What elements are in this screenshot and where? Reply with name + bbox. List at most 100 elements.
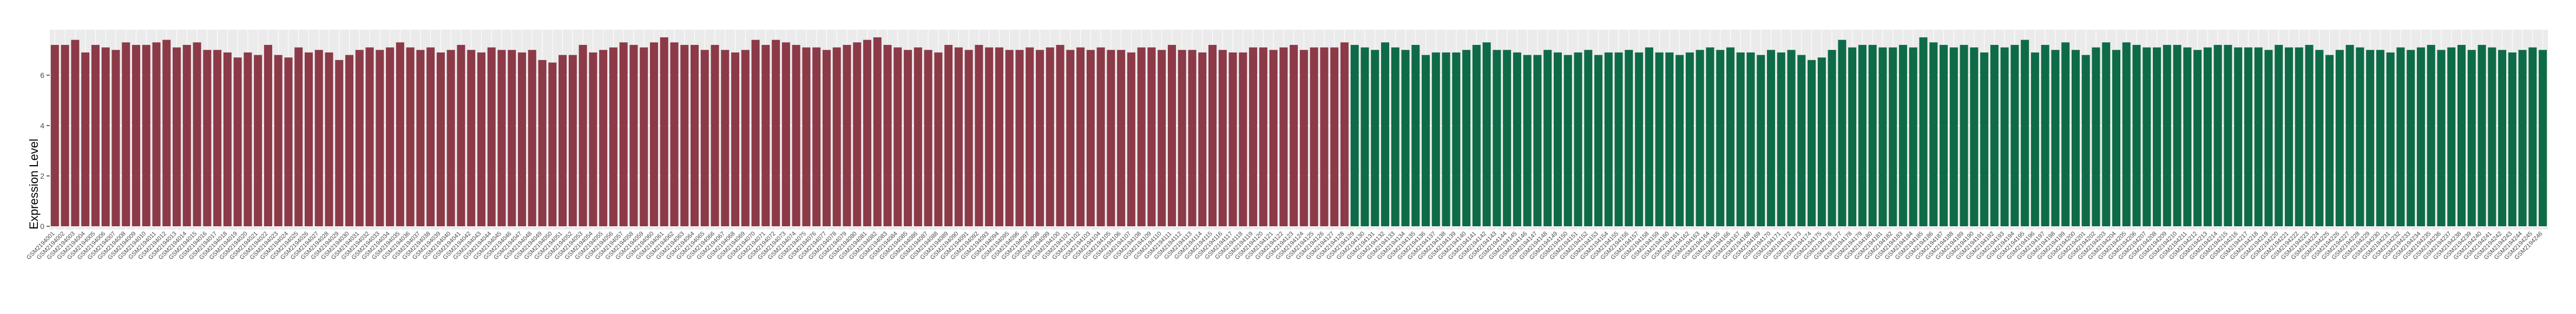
bar xyxy=(2173,44,2181,226)
bar xyxy=(761,44,770,226)
bar xyxy=(2061,42,2070,227)
bar xyxy=(721,50,730,226)
bar xyxy=(1493,50,1501,226)
bar xyxy=(477,52,485,226)
bar xyxy=(579,44,587,226)
y-axis-label: Expression Level xyxy=(27,139,41,230)
bar xyxy=(1269,50,1278,226)
bar xyxy=(2518,50,2527,226)
bar xyxy=(1523,55,1532,227)
bar xyxy=(1553,52,1562,226)
bar xyxy=(1391,47,1399,227)
bar xyxy=(203,50,212,226)
bar xyxy=(914,47,922,227)
bar xyxy=(1655,52,1664,226)
bar xyxy=(1808,60,1816,226)
bar xyxy=(1970,47,1979,227)
bar xyxy=(1096,47,1105,227)
bar xyxy=(1574,52,1582,226)
bar xyxy=(508,50,516,226)
bar xyxy=(1960,44,1968,226)
bar xyxy=(2254,47,2263,227)
bar xyxy=(1685,52,1694,226)
bar xyxy=(1949,47,1958,227)
y-tick-label: 2 xyxy=(40,172,44,180)
bar xyxy=(1604,52,1613,226)
bar xyxy=(2335,50,2344,226)
bar xyxy=(294,47,303,227)
bar xyxy=(2345,44,2354,226)
bar xyxy=(1533,55,1542,227)
bar xyxy=(2407,50,2415,226)
bar xyxy=(254,55,262,227)
bar xyxy=(1137,47,1146,227)
bar xyxy=(893,47,902,227)
bar xyxy=(1036,50,1044,226)
bar xyxy=(1716,50,1725,226)
bar xyxy=(1066,50,1075,226)
bar xyxy=(2153,47,2161,227)
bar xyxy=(2030,52,2039,226)
bar xyxy=(1411,44,1420,226)
bar xyxy=(101,47,110,227)
bar xyxy=(883,44,892,226)
bar xyxy=(1625,50,1633,226)
bar xyxy=(1797,55,1806,227)
bar xyxy=(213,50,222,226)
bar xyxy=(1228,52,1237,226)
bar xyxy=(122,42,130,227)
bar xyxy=(2112,50,2121,226)
bar xyxy=(1320,47,1329,227)
bar xyxy=(1736,52,1745,226)
bar xyxy=(2041,44,2049,226)
bar xyxy=(497,50,506,226)
bar xyxy=(71,40,80,226)
bar xyxy=(1929,42,1938,227)
bar xyxy=(2498,50,2507,226)
bar xyxy=(1299,50,1308,226)
bar xyxy=(944,44,953,226)
bar xyxy=(1878,47,1887,227)
bar xyxy=(599,50,608,226)
bar xyxy=(1858,44,1867,226)
bar xyxy=(2193,50,2202,226)
bar xyxy=(1178,50,1186,226)
bar xyxy=(2325,55,2334,227)
bar xyxy=(558,55,567,227)
bar xyxy=(1503,50,1512,226)
bar xyxy=(731,52,740,226)
bar xyxy=(2457,44,2466,226)
bar xyxy=(1909,47,1917,227)
bar xyxy=(1076,47,1085,227)
bar xyxy=(1767,50,1776,226)
bar xyxy=(1188,50,1197,226)
bar xyxy=(1563,55,1572,227)
bar xyxy=(386,47,395,227)
bar xyxy=(1696,50,1704,226)
bar xyxy=(781,42,790,227)
bar xyxy=(2356,47,2364,227)
bar xyxy=(173,47,181,227)
bar xyxy=(1543,50,1552,226)
bar xyxy=(376,50,384,226)
bar xyxy=(223,52,232,226)
bar xyxy=(538,60,547,226)
bar xyxy=(1777,52,1785,226)
bar xyxy=(1279,47,1288,227)
bar xyxy=(954,47,963,227)
bar xyxy=(406,47,415,227)
bar xyxy=(355,50,364,226)
bar xyxy=(1107,50,1115,226)
bar xyxy=(2386,52,2395,226)
bar xyxy=(1584,50,1593,226)
bar xyxy=(2275,44,2283,226)
bar xyxy=(345,55,354,227)
bar xyxy=(649,42,658,227)
bar xyxy=(1015,50,1024,226)
bar xyxy=(91,44,100,226)
bar xyxy=(812,47,821,227)
bar xyxy=(1665,52,1674,226)
bar xyxy=(1381,42,1390,227)
bar xyxy=(1218,50,1227,226)
